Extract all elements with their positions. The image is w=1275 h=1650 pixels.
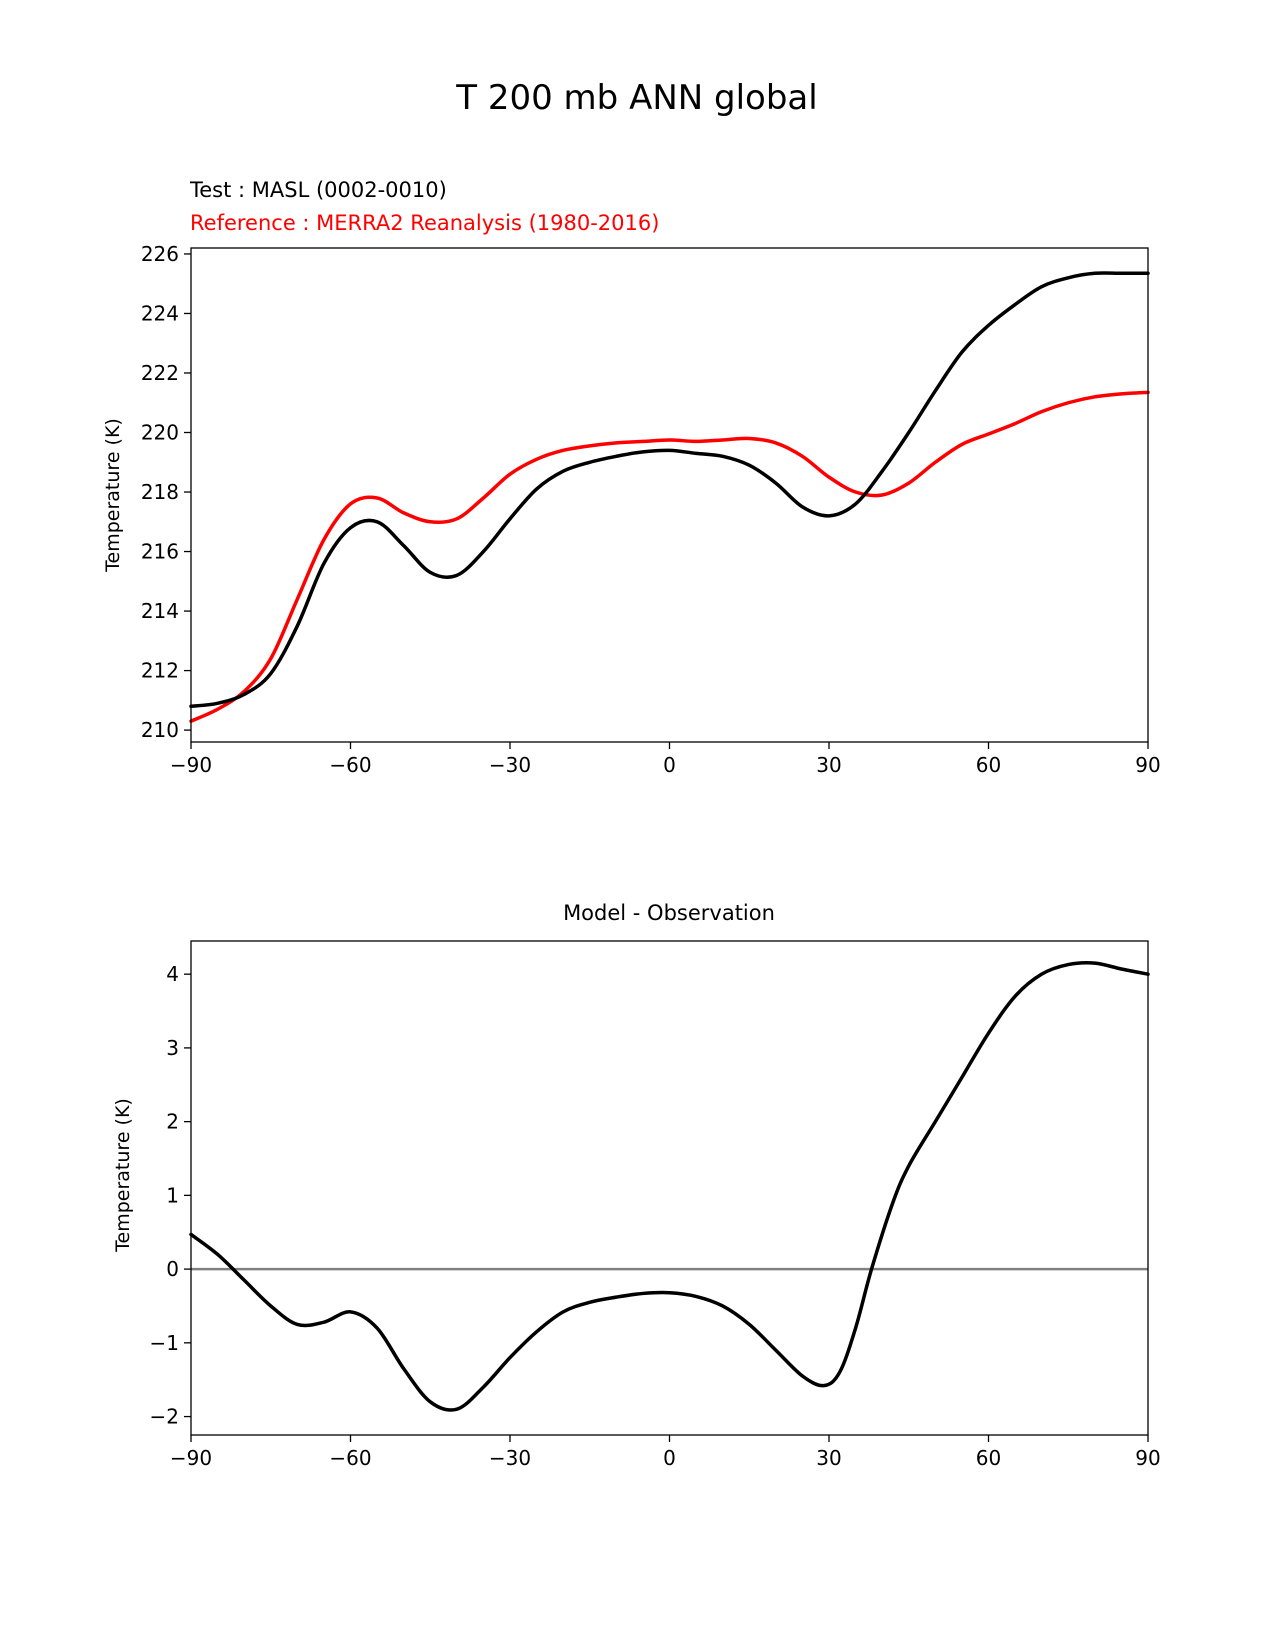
bottom-axis-ticks: −90 −60 −30 0 30 60 90 −2 −1 0 1 2 3 4 [150,962,1161,1470]
test-series-line [189,271,1150,709]
difference-series-line [189,961,1150,1412]
top-x-tick-label: −90 [170,753,212,777]
bottom-y-tick-label: 0 [166,1257,179,1281]
legend-reference-label: Reference : MERRA2 Reanalysis (1980-2016… [190,211,659,235]
top-axis-ticks: −90 −60 −30 0 30 60 90 210 212 214 216 218 220 222 224… [141,242,1161,777]
bottom-y-axis-label: Temperature (K) [112,1098,134,1253]
bottom-chart-title: Model - Observation [563,901,775,925]
bottom-x-tick-label: 30 [816,1446,841,1470]
bottom-y-tick-label: 4 [166,962,179,986]
bottom-chart-panel: Model - Observation Temperature (K) −90−… [112,901,1161,1470]
reference-series-line [189,390,1150,723]
top-y-tick-label: 214 [141,599,179,623]
top-x-tick-label: −30 [489,753,531,777]
figure-title: T 200 mb ANN global [455,78,817,118]
bottom-x-tick-label: 90 [1135,1446,1160,1470]
bottom-x-tick-label: −30 [489,1446,531,1470]
top-y-tick-label: 210 [141,718,179,742]
top-y-tick-label: 212 [141,659,179,683]
top-y-tick-label: 224 [141,301,179,325]
top-x-tick-label: 60 [976,753,1001,777]
top-y-tick-label: 226 [141,242,179,266]
top-plot-frame [190,247,1149,743]
top-y-tick-label: 216 [141,540,179,564]
bottom-x-tick-label: 60 [976,1446,1001,1470]
bottom-x-tick-label: 0 [663,1446,676,1470]
top-x-tick-label: 0 [663,753,676,777]
bottom-series-group [189,961,1150,1412]
top-y-tick-label: 220 [141,421,179,445]
bottom-x-tick-label: −60 [329,1446,371,1470]
top-chart-panel: Test : MASL (0002-0010) Reference : MERR… [102,178,1161,777]
top-series-group [189,271,1150,723]
bottom-y-tick-label: 3 [166,1036,179,1060]
top-y-tick-label: 222 [141,361,179,385]
bottom-y-tick-label: 2 [166,1110,179,1134]
bottom-y-tick-label: −1 [150,1331,179,1355]
bottom-y-tick-label: 1 [166,1183,179,1207]
top-x-tick-label: 30 [816,753,841,777]
bottom-y-tick-label: −2 [150,1405,179,1429]
bottom-plot-frame [190,940,1149,1436]
top-x-tick-label: −60 [329,753,371,777]
top-y-axis-label: Temperature (K) [102,418,124,573]
bottom-x-tick-label: −90 [170,1446,212,1470]
top-y-tick-label: 218 [141,480,179,504]
top-x-tick-label: 90 [1135,753,1160,777]
legend-test-label: Test : MASL (0002-0010) [189,178,447,202]
